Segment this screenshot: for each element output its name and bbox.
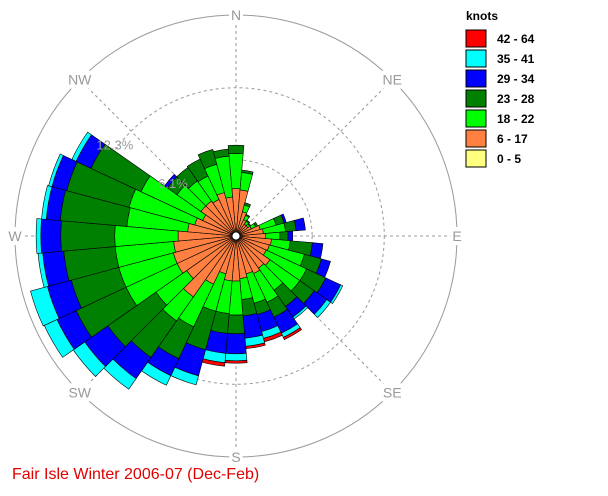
direction-label-e: E	[452, 228, 461, 244]
direction-label-n: N	[231, 7, 241, 23]
legend-label: 6 - 17	[497, 132, 528, 146]
legend-swatch	[465, 89, 487, 108]
petal-segment-180-23-28	[227, 314, 245, 335]
direction-label-w: W	[8, 228, 22, 244]
petal-segment-130-35-41	[313, 299, 331, 319]
legend-title: knots	[466, 9, 498, 23]
direction-label-bg	[6, 227, 25, 245]
direction-label-bg	[380, 70, 404, 89]
direction-label-bg	[380, 383, 404, 402]
direction-label-se: SE	[383, 384, 402, 400]
petal-segment-10-18-22	[239, 172, 253, 192]
petal-segment-270-29-34	[40, 218, 62, 254]
ring-label-1: 6.1%	[158, 176, 188, 191]
petal-segment-150-42-64	[282, 327, 302, 340]
petal-segment-120-35-41	[330, 284, 344, 304]
petal-segment-90-23-28	[279, 231, 289, 241]
ring-label-2: 12.3%	[96, 138, 133, 153]
legend-label: 35 - 41	[497, 52, 535, 66]
direction-label-bg	[450, 227, 464, 245]
petal-segment-280-35-41	[41, 185, 53, 220]
petal-segment-180-29-34	[225, 333, 247, 355]
petal-segment-300-35-41	[71, 131, 92, 162]
petal-segment-180-35-41	[224, 353, 248, 362]
direction-label-s: S	[231, 449, 240, 465]
direction-label-nw: NW	[68, 72, 92, 88]
petal-segment-0-23-28	[227, 144, 245, 155]
legend-swatch	[465, 129, 487, 148]
direction-label-ne: NE	[383, 72, 402, 88]
direction-label-bg	[228, 6, 244, 24]
legend-swatch	[465, 69, 487, 88]
chart-title: Fair Isle Winter 2006-07 (Dec-Feb)	[12, 466, 260, 483]
axis-labels: N NE E SE S SW W NW 6.1% 12.3%	[6, 6, 464, 466]
petal-segment-10-23-28	[241, 169, 254, 175]
legend-label: 18 - 22	[497, 112, 535, 126]
petal-segment-290-35-41	[48, 153, 64, 188]
calm-center	[231, 231, 241, 241]
legend-swatch	[465, 109, 487, 128]
petal-segment-180-42-64	[224, 360, 248, 364]
legend-swatch	[465, 29, 487, 48]
legend-label: 23 - 28	[497, 92, 535, 106]
direction-label-bg	[66, 70, 95, 89]
petal-segment-350-23-28	[213, 148, 230, 159]
petal-segment-80-29-34	[293, 217, 306, 232]
petal-segment-40-23-28	[245, 219, 251, 224]
petal-segment-20-23-28	[243, 202, 251, 208]
direction-label-sw: SW	[68, 384, 91, 400]
speed-legend: knots 42 - 64 35 - 41 29 - 34 23 - 28 18 - 22…	[465, 9, 535, 168]
direction-label-bg	[229, 448, 243, 466]
petal-segment-250-35-41	[30, 286, 60, 327]
petal-segment-310-29-34	[164, 173, 178, 189]
legend-label: 29 - 34	[497, 72, 535, 86]
direction-label-bg	[66, 383, 94, 402]
petal-segment-270-35-41	[35, 218, 42, 254]
legend-label: 42 - 64	[497, 32, 535, 46]
legend-swatch	[465, 149, 487, 168]
wind-rose-petals	[30, 131, 344, 390]
petal-segment-90-29-34	[287, 230, 294, 242]
grid-spoke	[238, 79, 393, 234]
petal-segment-270-23-28	[60, 220, 116, 252]
petal-segment-30-23-28	[245, 213, 251, 218]
legend-swatch	[465, 49, 487, 68]
petal-segment-340-23-28	[197, 149, 218, 169]
legend-label: 0 - 5	[497, 152, 521, 166]
